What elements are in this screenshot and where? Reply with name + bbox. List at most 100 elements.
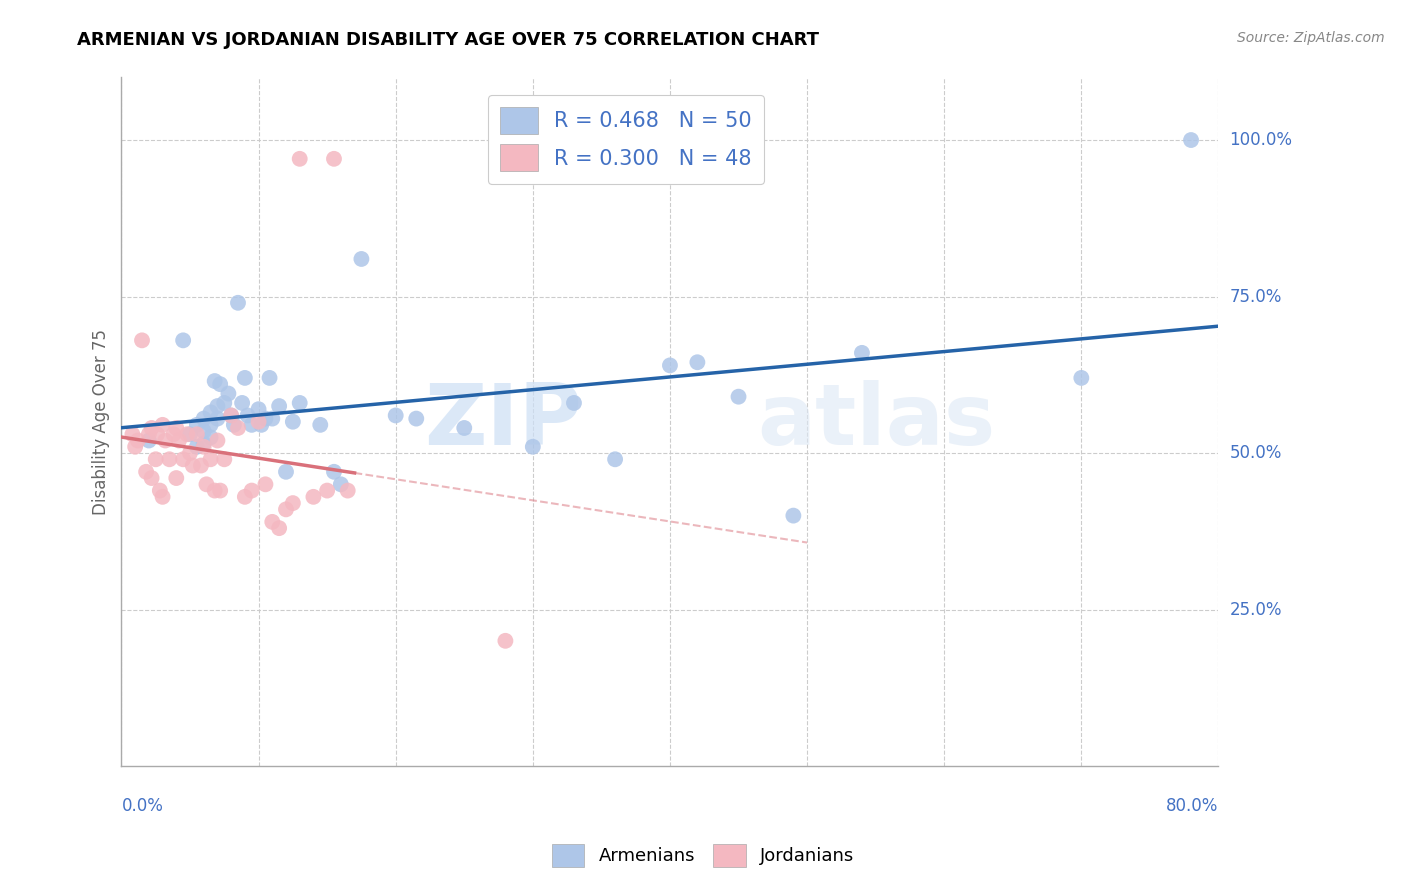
Legend: Armenians, Jordanians: Armenians, Jordanians bbox=[544, 837, 862, 874]
Point bbox=[155, 434, 177, 448]
Point bbox=[658, 359, 681, 373]
Point bbox=[127, 434, 149, 448]
Point bbox=[204, 374, 226, 388]
Point bbox=[141, 421, 163, 435]
Point bbox=[152, 417, 174, 432]
Point bbox=[336, 483, 359, 498]
Point bbox=[219, 409, 242, 423]
Point bbox=[146, 427, 169, 442]
Point bbox=[193, 411, 215, 425]
Point bbox=[603, 452, 626, 467]
Point bbox=[193, 436, 215, 450]
Point bbox=[281, 496, 304, 510]
Point bbox=[384, 409, 406, 423]
Point bbox=[193, 424, 215, 438]
Point bbox=[269, 399, 291, 413]
Point bbox=[162, 427, 184, 442]
Point bbox=[226, 295, 249, 310]
Point bbox=[186, 440, 208, 454]
Point bbox=[686, 355, 709, 369]
Point bbox=[190, 458, 212, 473]
Point bbox=[165, 421, 187, 435]
Point bbox=[323, 465, 346, 479]
Point bbox=[236, 409, 259, 423]
Point bbox=[231, 396, 253, 410]
Point bbox=[226, 421, 249, 435]
Point bbox=[200, 405, 222, 419]
Point bbox=[288, 396, 311, 410]
Legend: R = 0.468   N = 50, R = 0.300   N = 48: R = 0.468 N = 50, R = 0.300 N = 48 bbox=[488, 95, 765, 184]
Point bbox=[207, 434, 229, 448]
Point bbox=[172, 334, 194, 348]
Point bbox=[207, 411, 229, 425]
Point bbox=[247, 415, 270, 429]
Point bbox=[522, 440, 544, 454]
Point bbox=[1180, 133, 1202, 147]
Point bbox=[329, 477, 352, 491]
Point bbox=[209, 483, 232, 498]
Point bbox=[851, 346, 873, 360]
Point bbox=[350, 252, 373, 266]
Point bbox=[138, 427, 160, 442]
Point bbox=[316, 483, 339, 498]
Point bbox=[247, 402, 270, 417]
Point bbox=[214, 396, 236, 410]
Point bbox=[254, 477, 277, 491]
Point bbox=[179, 427, 201, 442]
Point bbox=[124, 440, 146, 454]
Point bbox=[200, 452, 222, 467]
Point bbox=[141, 471, 163, 485]
Point bbox=[149, 483, 172, 498]
Text: 25.0%: 25.0% bbox=[1230, 600, 1282, 618]
Point bbox=[262, 515, 284, 529]
Point bbox=[217, 386, 239, 401]
Point bbox=[233, 490, 256, 504]
Point bbox=[181, 458, 204, 473]
Point bbox=[259, 371, 281, 385]
Point bbox=[288, 152, 311, 166]
Point bbox=[782, 508, 804, 523]
Point bbox=[200, 417, 222, 432]
Point bbox=[274, 502, 297, 516]
Point bbox=[1070, 371, 1092, 385]
Text: ZIP: ZIP bbox=[425, 380, 582, 463]
Point bbox=[195, 477, 218, 491]
Y-axis label: Disability Age Over 75: Disability Age Over 75 bbox=[93, 329, 110, 515]
Point bbox=[240, 483, 263, 498]
Point bbox=[323, 152, 346, 166]
Text: ARMENIAN VS JORDANIAN DISABILITY AGE OVER 75 CORRELATION CHART: ARMENIAN VS JORDANIAN DISABILITY AGE OVE… bbox=[77, 31, 820, 49]
Point bbox=[453, 421, 475, 435]
Point bbox=[274, 465, 297, 479]
Point bbox=[135, 465, 157, 479]
Point bbox=[240, 417, 263, 432]
Point bbox=[176, 427, 198, 442]
Point bbox=[214, 452, 236, 467]
Point bbox=[204, 483, 226, 498]
Point bbox=[269, 521, 291, 535]
Text: 50.0%: 50.0% bbox=[1230, 444, 1282, 462]
Point bbox=[222, 417, 245, 432]
Point bbox=[727, 390, 749, 404]
Point bbox=[207, 399, 229, 413]
Point bbox=[193, 440, 215, 454]
Point bbox=[209, 377, 232, 392]
Point bbox=[219, 409, 242, 423]
Point bbox=[159, 452, 181, 467]
Point bbox=[281, 415, 304, 429]
Point bbox=[145, 452, 167, 467]
Point bbox=[138, 434, 160, 448]
Text: 80.0%: 80.0% bbox=[1166, 797, 1219, 814]
Point bbox=[152, 490, 174, 504]
Point bbox=[121, 427, 143, 442]
Text: Source: ZipAtlas.com: Source: ZipAtlas.com bbox=[1237, 31, 1385, 45]
Text: 75.0%: 75.0% bbox=[1230, 287, 1282, 306]
Text: atlas: atlas bbox=[758, 380, 995, 463]
Point bbox=[254, 411, 277, 425]
Point bbox=[405, 411, 427, 425]
Point bbox=[172, 452, 194, 467]
Point bbox=[167, 434, 190, 448]
Point bbox=[186, 417, 208, 432]
Point bbox=[562, 396, 585, 410]
Point bbox=[262, 411, 284, 425]
Point bbox=[494, 633, 516, 648]
